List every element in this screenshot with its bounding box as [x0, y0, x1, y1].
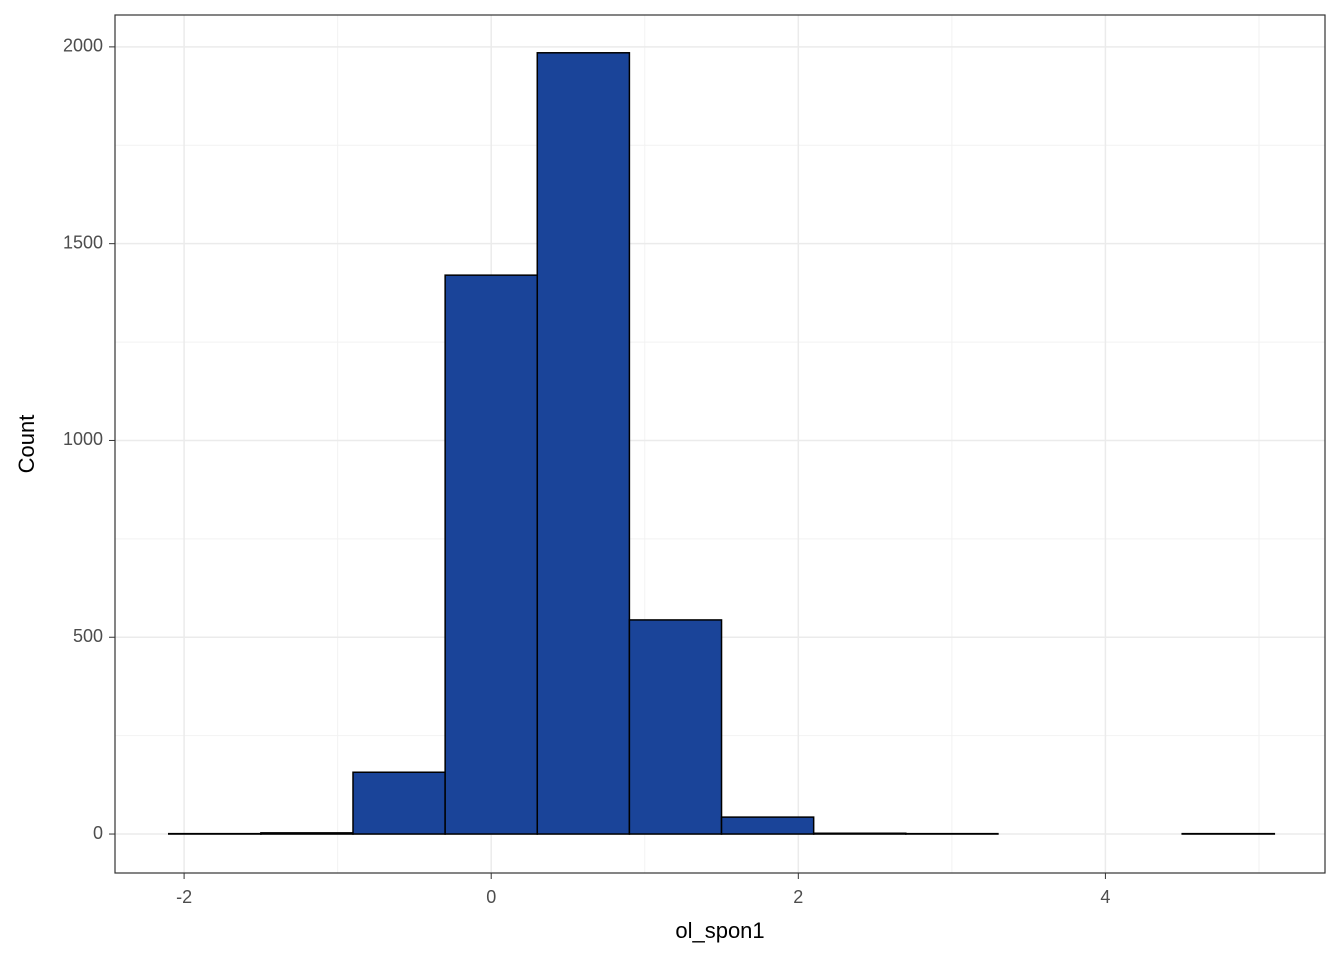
x-tick-label: 2: [793, 887, 803, 907]
x-axis-title: ol_spon1: [675, 918, 764, 943]
bar: [261, 833, 353, 834]
bar: [814, 833, 906, 834]
y-tick-label: 1500: [63, 232, 103, 252]
y-axis-title: Count: [14, 415, 39, 474]
bar: [353, 772, 445, 834]
y-tick-label: 1000: [63, 429, 103, 449]
bar: [629, 620, 721, 834]
x-tick-label: -2: [176, 887, 192, 907]
bar: [537, 53, 629, 834]
y-tick-label: 0: [93, 823, 103, 843]
y-tick-label: 500: [73, 626, 103, 646]
bar: [445, 275, 537, 834]
y-tick-label: 2000: [63, 36, 103, 56]
x-tick-label: 0: [486, 887, 496, 907]
x-tick-label: 4: [1100, 887, 1110, 907]
bar: [722, 817, 814, 834]
